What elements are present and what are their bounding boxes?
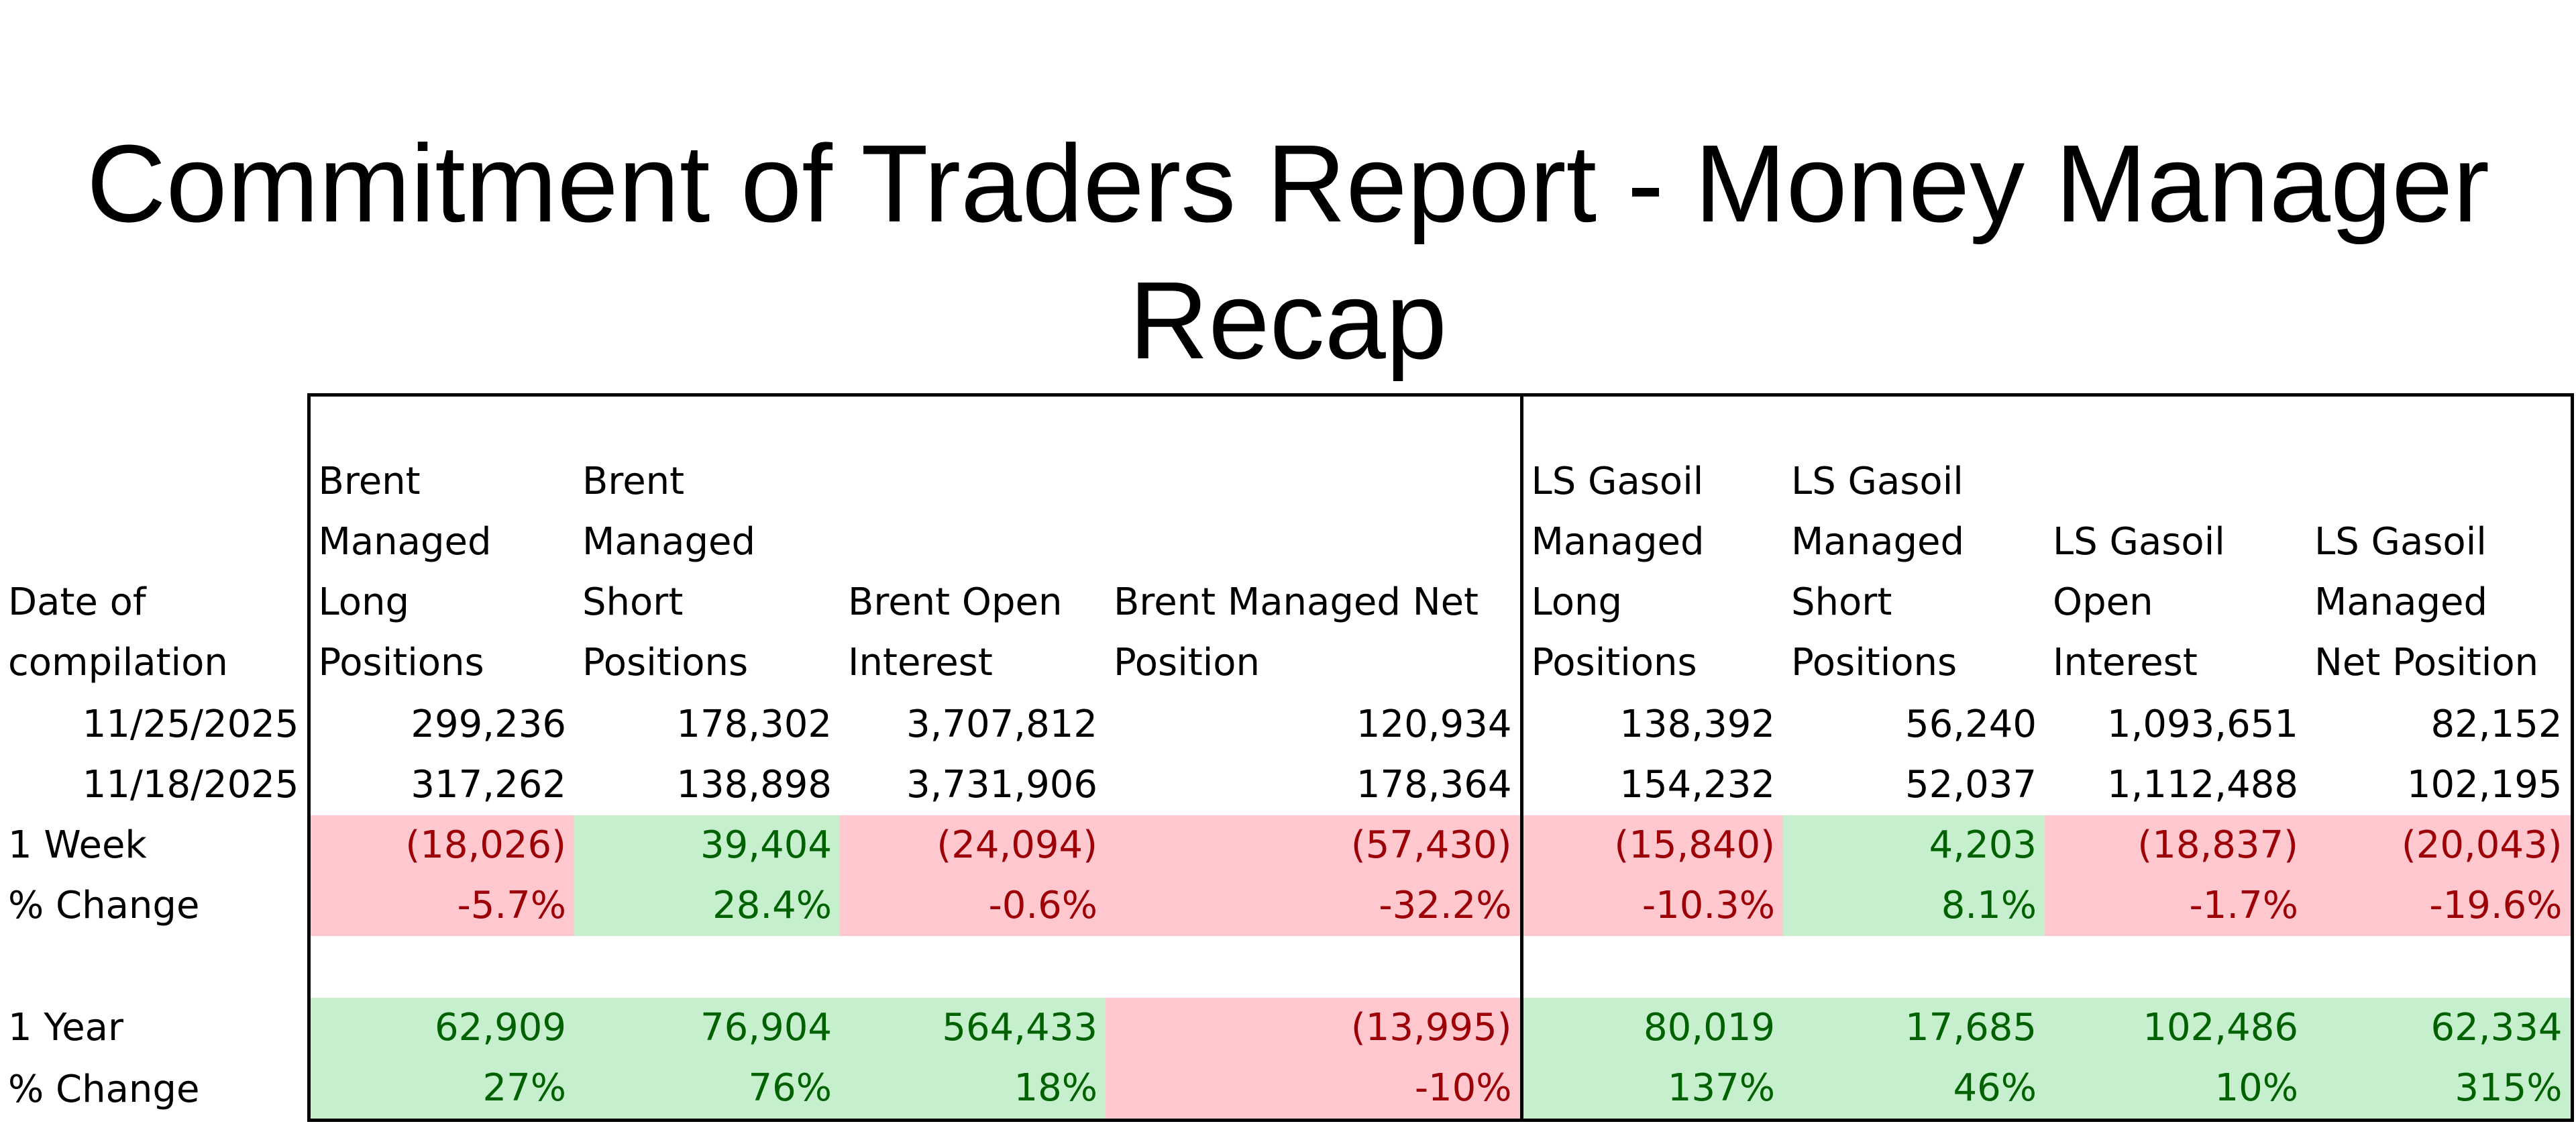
report-title-line-2: Recap <box>1128 259 1448 382</box>
table-row: 11/18/2025 317,262 138,898 3,731,906 178… <box>0 754 2574 815</box>
header-date: Date of compilation <box>8 580 228 684</box>
table-cell: 56,240 <box>1905 702 2037 746</box>
header-row: Date of compilation Brent Managed Long P… <box>0 393 2574 694</box>
table-cell: (13,995) <box>1106 997 1523 1058</box>
table-cell: -5.7% <box>307 875 574 936</box>
table-cell: 18% <box>840 1058 1106 1122</box>
table-cell: 1,093,651 <box>2106 702 2298 746</box>
table-cell: (18,026) <box>307 815 574 876</box>
header-brent-open-interest: Brent Open Interest <box>840 393 1106 694</box>
table-cell: -19.6% <box>2306 875 2574 936</box>
blank-cell <box>840 936 1106 998</box>
table-cell: -10% <box>1106 1058 1523 1122</box>
table-cell: 62,334 <box>2306 997 2574 1058</box>
table-cell: -0.6% <box>840 875 1106 936</box>
table-cell: 3,731,906 <box>906 762 1097 807</box>
table-cell: 76,904 <box>574 997 840 1058</box>
row-label: 1 Week <box>8 823 147 867</box>
table-cell: 317,262 <box>307 754 574 815</box>
table-cell: 4,203 <box>1783 815 2045 876</box>
table-cell: (20,043) <box>2306 815 2574 876</box>
table-row: % Change -5.7% 28.4% -0.6% -32.2% -10.3%… <box>0 875 2574 936</box>
table-cell: -32.2% <box>1106 875 1523 936</box>
blank-cell <box>574 936 840 998</box>
blank-cell <box>2306 935 2574 998</box>
table-cell: 138,392 <box>1619 702 1775 746</box>
table-cell: 39,404 <box>574 815 840 876</box>
table-cell: 138,898 <box>676 762 832 807</box>
table-cell: 46% <box>1783 1058 2045 1122</box>
blank-cell <box>0 936 309 998</box>
table-cell: 102,486 <box>2045 997 2306 1058</box>
table-cell: 52,037 <box>1905 762 2037 807</box>
header-gasoil-short: LS Gasoil Managed Short Positions <box>1783 393 2045 694</box>
table-cell: -10.3% <box>1521 875 1783 936</box>
row-label: % Change <box>8 883 200 927</box>
row-label: 1 Year <box>8 1005 123 1049</box>
table-row: 11/25/2025 299,236 178,302 3,707,812 120… <box>0 694 2574 755</box>
table-cell: 564,433 <box>840 997 1106 1058</box>
table-cell: 28.4% <box>574 875 840 936</box>
table-row: 1 Week (18,026) 39,404 (24,094) (57,430)… <box>0 815 2574 876</box>
table-cell: -1.7% <box>2045 875 2306 936</box>
table-cell: 80,019 <box>1521 997 1783 1058</box>
header-gasoil-net: LS Gasoil Managed Net Position <box>2306 393 2574 694</box>
blank-cell <box>307 935 574 998</box>
row-label: 11/25/2025 <box>82 702 299 746</box>
table-cell: 178,364 <box>1106 754 1523 815</box>
table-row: 1 Year 62,909 76,904 564,433 (13,995) 80… <box>0 997 2574 1058</box>
table-cell: (57,430) <box>1106 815 1523 876</box>
table-cell: 1,112,488 <box>2106 762 2298 807</box>
table-cell: 178,302 <box>676 702 832 746</box>
table-cell: (24,094) <box>840 815 1106 876</box>
table-cell: 82,152 <box>2306 694 2574 755</box>
blank-cell <box>2045 936 2306 998</box>
table-cell: 17,685 <box>1783 997 2045 1058</box>
blank-cell <box>1106 935 1523 998</box>
table-cell: (15,840) <box>1521 815 1783 876</box>
table-cell: 120,934 <box>1106 694 1523 755</box>
table-cell: 8.1% <box>1783 875 2045 936</box>
report-title-line-1: Commitment of Traders Report - Money Man… <box>87 122 2489 245</box>
blank-cell <box>1783 936 2045 998</box>
blank-cell <box>1521 936 1783 998</box>
row-label: % Change <box>8 1068 200 1111</box>
cot-table: Date of compilation Brent Managed Long P… <box>0 393 2574 1122</box>
table-cell: 76% <box>574 1058 840 1122</box>
table-cell: 3,707,812 <box>906 702 1097 746</box>
table-cell: 62,909 <box>307 997 574 1058</box>
table-cell: (18,837) <box>2045 815 2306 876</box>
spacer-row <box>0 935 2574 998</box>
table-row: % Change 27% 76% 18% -10% 137% 46% 10% 3… <box>0 1058 2574 1122</box>
table-cell: 137% <box>1521 1058 1783 1122</box>
table-cell: 10% <box>2045 1058 2306 1122</box>
table-cell: 102,195 <box>2306 754 2574 815</box>
header-brent-long: Brent Managed Long Positions <box>307 393 574 694</box>
row-label: 11/18/2025 <box>82 762 299 807</box>
header-gasoil-open-interest: LS Gasoil Open Interest <box>2045 393 2306 694</box>
table-cell: 315% <box>2306 1058 2574 1122</box>
header-brent-net: Brent Managed Net Position <box>1106 393 1523 694</box>
table-cell: 299,236 <box>307 694 574 755</box>
header-brent-short: Brent Managed Short Positions <box>574 393 840 694</box>
table-cell: 27% <box>307 1058 574 1122</box>
table-cell: 154,232 <box>1619 762 1775 807</box>
header-gasoil-long: LS Gasoil Managed Long Positions <box>1521 393 1783 694</box>
